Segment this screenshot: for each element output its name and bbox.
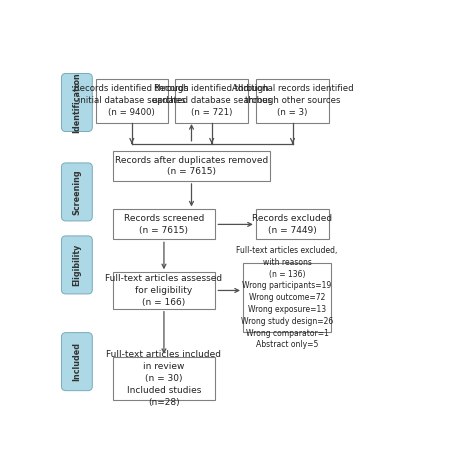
FancyBboxPatch shape	[96, 79, 168, 123]
FancyBboxPatch shape	[112, 210, 215, 239]
Text: Records excluded
(n = 7449): Records excluded (n = 7449)	[253, 214, 333, 235]
Text: Screening: Screening	[73, 169, 82, 215]
Text: Full-text articles excluded,
with reasons
(n = 136)
Wrong participants=19
Wrong : Full-text articles excluded, with reason…	[237, 246, 337, 349]
Text: Records identified through
initial database searches
(n = 9400): Records identified through initial datab…	[74, 84, 189, 117]
FancyBboxPatch shape	[112, 272, 215, 309]
FancyBboxPatch shape	[256, 210, 329, 239]
FancyBboxPatch shape	[112, 151, 271, 181]
FancyBboxPatch shape	[62, 236, 92, 294]
FancyBboxPatch shape	[256, 79, 329, 123]
FancyBboxPatch shape	[62, 73, 92, 131]
Text: Full-text articles included
in review
(n = 30)
Included studies
(n=28): Full-text articles included in review (n…	[107, 350, 221, 407]
Text: Additional records identified
through other sources
(n = 3): Additional records identified through ot…	[232, 84, 353, 117]
Text: Included: Included	[73, 342, 82, 381]
FancyBboxPatch shape	[62, 163, 92, 221]
Text: Records after duplicates removed
(n = 7615): Records after duplicates removed (n = 76…	[115, 155, 268, 176]
Text: Identification: Identification	[73, 72, 82, 133]
Text: Eligibility: Eligibility	[73, 244, 82, 286]
FancyBboxPatch shape	[62, 333, 92, 391]
FancyBboxPatch shape	[175, 79, 248, 123]
Text: Full-text articles assessed
for eligibility
(n = 166): Full-text articles assessed for eligibil…	[105, 274, 222, 307]
Text: Records identified through
updated database searches
(n = 721): Records identified through updated datab…	[152, 84, 272, 117]
Text: Records screened
(n = 7615): Records screened (n = 7615)	[124, 214, 204, 235]
FancyBboxPatch shape	[112, 357, 215, 400]
FancyBboxPatch shape	[243, 263, 331, 332]
